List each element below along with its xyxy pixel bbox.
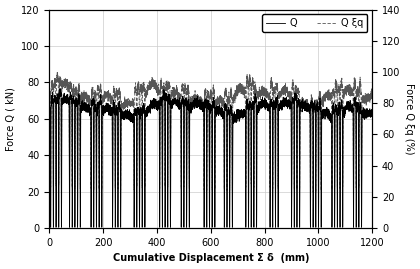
Q ξq bbox=[193, 98, 198, 101]
Q bbox=[332, 224, 337, 227]
Y-axis label: Force Q ( kN): Force Q ( kN) bbox=[5, 87, 16, 151]
Q bbox=[58, 87, 63, 90]
Q bbox=[290, 100, 295, 104]
Q ξq bbox=[332, 176, 337, 180]
Line: Q: Q bbox=[49, 89, 373, 227]
Line: Q ξq: Q ξq bbox=[49, 72, 373, 193]
Q bbox=[193, 101, 198, 104]
Q ξq bbox=[365, 95, 370, 98]
Q bbox=[51, 193, 56, 196]
Q bbox=[123, 116, 129, 120]
Q ξq bbox=[313, 191, 318, 194]
X-axis label: Cumulative Displacement Σ δ  (mm): Cumulative Displacement Σ δ (mm) bbox=[113, 253, 309, 263]
Q ξq bbox=[289, 87, 294, 90]
Legend: Q, Q ξq: Q, Q ξq bbox=[262, 15, 368, 32]
Q ξq bbox=[50, 129, 55, 133]
Q ξq bbox=[123, 105, 129, 108]
Q bbox=[365, 110, 370, 113]
Q ξq bbox=[55, 71, 60, 74]
Q bbox=[48, 226, 53, 229]
Q bbox=[370, 111, 375, 114]
Q ξq bbox=[47, 94, 52, 97]
Q bbox=[47, 109, 52, 113]
Q ξq bbox=[370, 94, 375, 97]
Y-axis label: Force Q ξq (%): Force Q ξq (%) bbox=[404, 83, 415, 155]
